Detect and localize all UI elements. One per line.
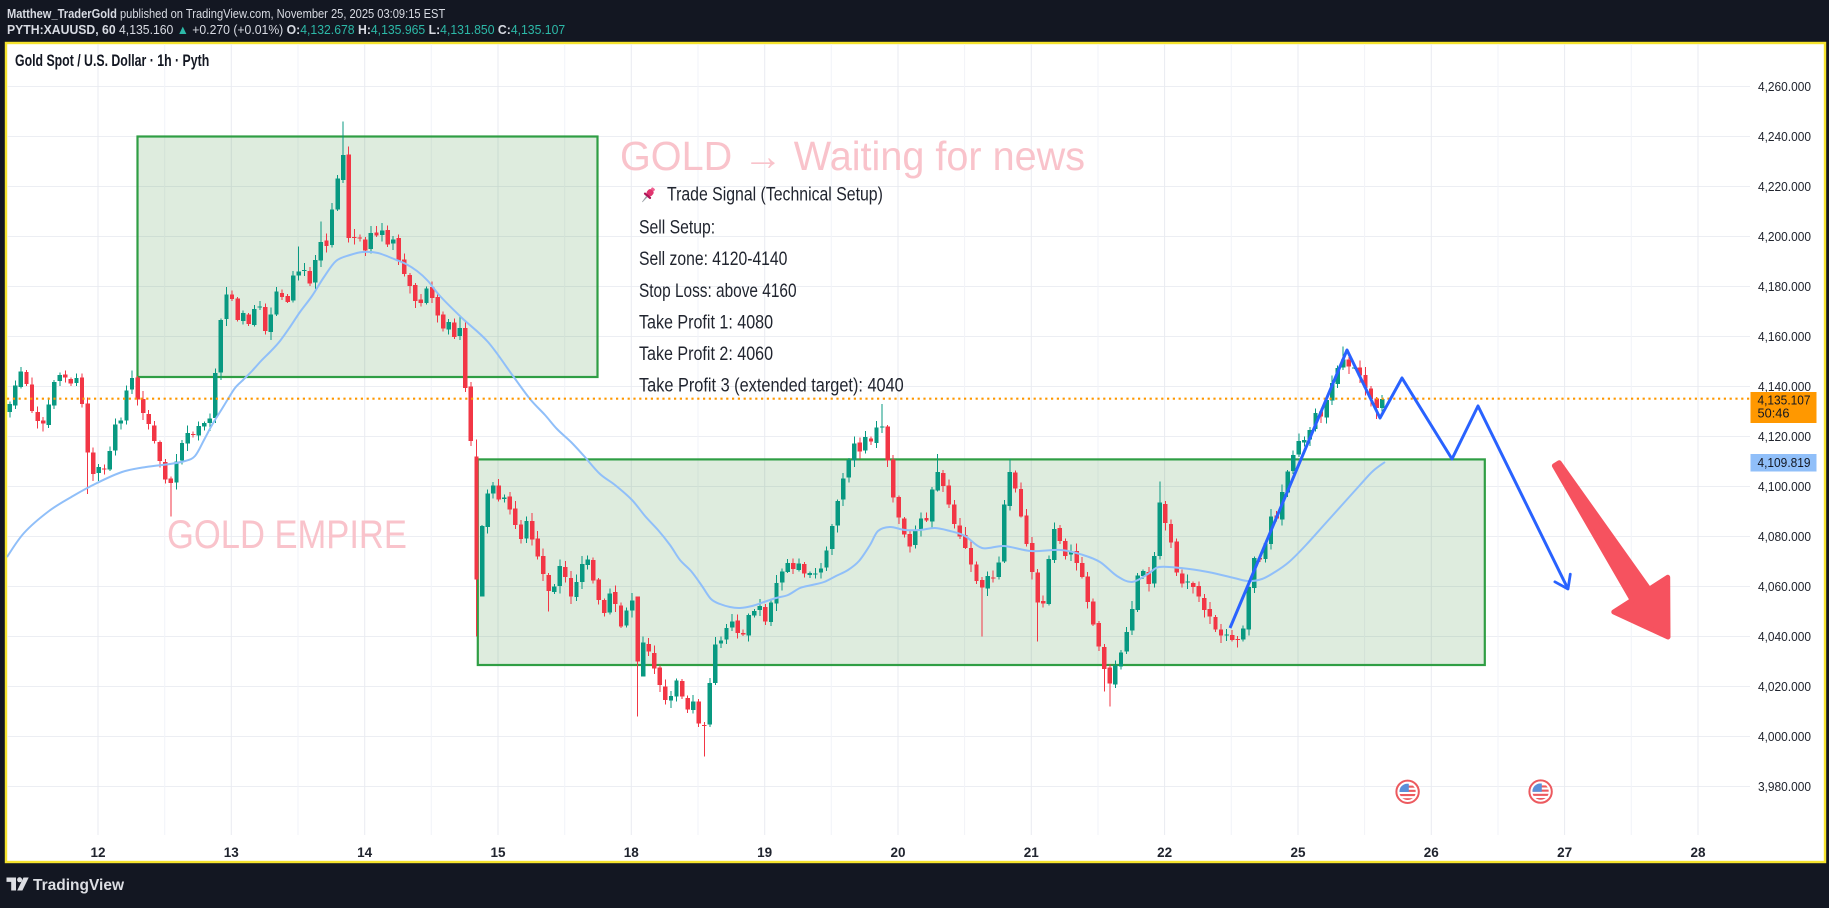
svg-text:4,120.000: 4,120.000 <box>1758 429 1811 444</box>
svg-text:4,200.000: 4,200.000 <box>1758 229 1811 244</box>
svg-text:4,140.000: 4,140.000 <box>1758 379 1811 394</box>
svg-text:4,000.000: 4,000.000 <box>1758 729 1811 744</box>
svg-text:4,160.000: 4,160.000 <box>1758 329 1811 344</box>
svg-text:28: 28 <box>1690 845 1706 860</box>
svg-text:4,260.000: 4,260.000 <box>1758 79 1811 94</box>
svg-text:4,135.107: 4,135.107 <box>1758 394 1811 408</box>
svg-text:18: 18 <box>624 845 640 860</box>
svg-text:4,109.819: 4,109.819 <box>1758 456 1811 470</box>
svg-text:GOLD EMPIRE: GOLD EMPIRE <box>167 512 407 557</box>
svg-text:21: 21 <box>1024 845 1040 860</box>
svg-text:Matthew_TraderGold published o: Matthew_TraderGold published on TradingV… <box>7 6 446 21</box>
svg-text:Trade Signal (Technical Setup): Trade Signal (Technical Setup) <box>667 183 883 205</box>
svg-text:Take Profit 3 (extended target: Take Profit 3 (extended target): 4040 <box>639 374 904 396</box>
svg-text:27: 27 <box>1557 845 1572 860</box>
svg-text:PYTH:XAUUSD, 60 4,135.160 ▲ +: PYTH:XAUUSD, 60 4,135.160 ▲ +0.270 (+0.0… <box>7 23 565 37</box>
svg-text:Stop Loss: above 4160: Stop Loss: above 4160 <box>639 279 797 301</box>
svg-text:50:46: 50:46 <box>1758 407 1790 421</box>
svg-text:19: 19 <box>757 845 772 860</box>
svg-text:4,020.000: 4,020.000 <box>1758 679 1811 694</box>
svg-text:Take Profit 2: 4060: Take Profit 2: 4060 <box>639 343 773 365</box>
svg-text:15: 15 <box>490 845 506 860</box>
svg-text:Sell Setup:: Sell Setup: <box>639 216 715 238</box>
svg-text:20: 20 <box>890 845 905 860</box>
svg-text:4,180.000: 4,180.000 <box>1758 279 1811 294</box>
svg-text:4,040.000: 4,040.000 <box>1758 629 1811 644</box>
svg-text:TradingView: TradingView <box>33 877 125 894</box>
svg-text:Take Profit 1: 4080: Take Profit 1: 4080 <box>639 311 773 333</box>
svg-text:3,980.000: 3,980.000 <box>1758 779 1811 794</box>
svg-text:Sell zone: 4120-4140: Sell zone: 4120-4140 <box>639 247 788 269</box>
svg-text:13: 13 <box>224 845 240 860</box>
svg-text:Gold Spot / U.S. Dollar · 1h ·: Gold Spot / U.S. Dollar · 1h · Pyth <box>15 52 209 70</box>
svg-text:GOLD → Waiting for news: GOLD → Waiting for news <box>620 133 1085 179</box>
svg-text:4,240.000: 4,240.000 <box>1758 129 1811 144</box>
svg-text:26: 26 <box>1424 845 1440 860</box>
svg-text:4,100.000: 4,100.000 <box>1758 479 1811 494</box>
svg-text:25: 25 <box>1290 845 1306 860</box>
svg-text:4,060.000: 4,060.000 <box>1758 579 1811 594</box>
svg-text:4,080.000: 4,080.000 <box>1758 529 1811 544</box>
svg-text:14: 14 <box>357 845 373 860</box>
svg-text:22: 22 <box>1157 845 1172 860</box>
svg-text:12: 12 <box>90 845 105 860</box>
svg-text:4,220.000: 4,220.000 <box>1758 179 1811 194</box>
